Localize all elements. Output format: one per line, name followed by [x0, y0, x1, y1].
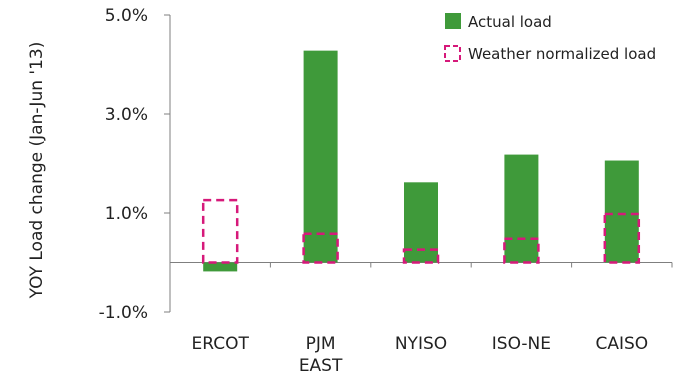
bar-actual-load: [203, 262, 238, 272]
bar-actual-load: [604, 160, 639, 263]
x-category-label: NYISO: [395, 334, 447, 354]
y-tick-label: 5.0%: [105, 6, 148, 26]
bar-actual-load: [504, 154, 539, 263]
legend-label-actual-load: Actual load: [468, 13, 552, 31]
x-category-label: ERCOT: [192, 334, 250, 354]
y-tick-label: -1.0%: [99, 303, 148, 323]
y-tick-label: 3.0%: [105, 105, 148, 125]
bar-weather-normalized-load: [201, 198, 239, 264]
legend: Actual load Weather normalized load: [444, 13, 656, 63]
bar-weather-normalized-load: [603, 212, 641, 264]
bar-weather-normalized-load: [402, 248, 440, 264]
legend-swatch-actual-load: [445, 13, 461, 29]
y-axis-ticks: 5.0% 3.0% 1.0% -1.0%: [99, 6, 170, 323]
x-axis-ticks: ERCOT PJM EAST NYISO ISO-NE CAISO: [169, 262, 673, 376]
legend-label-weather-normalized-load: Weather normalized load: [468, 45, 656, 63]
y-tick-label: 1.0%: [105, 204, 148, 224]
bars: [201, 50, 641, 272]
bar-weather-normalized-load: [503, 237, 540, 264]
x-category-label: ISO-NE: [492, 334, 551, 354]
bar-actual-load: [303, 50, 338, 263]
x-category-label: PJM EAST: [299, 334, 343, 376]
bar-weather-normalized-load: [302, 232, 339, 264]
legend-swatch-weather-normalized-load: [444, 45, 461, 62]
y-axis-title: YOY Load change (Jan-Jun '13): [27, 42, 47, 300]
x-category-label: CAISO: [595, 334, 648, 354]
